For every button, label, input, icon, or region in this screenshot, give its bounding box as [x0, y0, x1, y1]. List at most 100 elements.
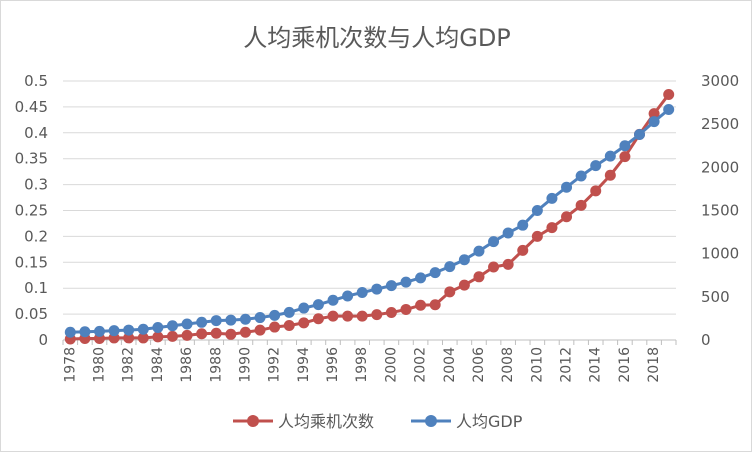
y-tick-label-right: 2000: [701, 158, 739, 176]
x-tick-label: 2014: [588, 347, 604, 383]
y-tick-label-left: 0.15: [15, 253, 48, 271]
data-point-series-1: [342, 310, 354, 322]
y-tick-label-right: 2500: [701, 115, 739, 133]
data-point-series-1: [254, 324, 266, 336]
x-tick-label: 2004: [442, 347, 458, 383]
data-point-series-2: [327, 294, 339, 306]
y-tick-label-left: 0.2: [24, 227, 48, 245]
data-point-series-1: [371, 309, 383, 321]
series-1: [64, 88, 675, 345]
data-point-series-2: [64, 326, 76, 338]
data-point-series-2: [196, 316, 208, 328]
data-point-series-1: [181, 329, 193, 341]
data-point-series-1: [663, 88, 675, 100]
x-tick-label: 2006: [471, 347, 487, 383]
x-tick-label: 1990: [237, 347, 253, 383]
data-point-series-1: [561, 211, 573, 223]
data-point-series-1: [298, 317, 310, 329]
data-point-series-1: [312, 313, 324, 325]
data-point-series-1: [648, 108, 660, 120]
x-tick-label: 2012: [559, 347, 575, 383]
data-point-series-2: [312, 299, 324, 311]
data-point-series-2: [546, 192, 558, 204]
data-point-series-2: [108, 325, 120, 337]
data-point-series-2: [283, 306, 295, 318]
x-tick-label: 1988: [208, 347, 224, 383]
data-point-series-2: [137, 323, 149, 335]
gridlines: [63, 80, 676, 315]
y-tick-label-left: 0.35: [15, 150, 48, 168]
data-point-series-2: [298, 302, 310, 314]
x-tick-label: 1980: [91, 347, 107, 383]
data-point-series-2: [575, 170, 587, 182]
data-point-series-2: [371, 283, 383, 295]
x-tick-label: 2008: [500, 347, 516, 383]
data-point-series-1: [604, 169, 616, 181]
data-point-series-1: [123, 332, 135, 344]
x-tick-label: 1986: [179, 347, 195, 383]
data-point-series-2: [152, 321, 164, 333]
data-point-series-2: [488, 236, 500, 248]
x-tick-label: 1984: [150, 347, 166, 383]
data-point-series-2: [123, 324, 135, 336]
data-point-series-2: [225, 314, 237, 326]
data-point-series-1: [458, 279, 470, 291]
data-point-series-2: [590, 160, 602, 172]
data-point-series-1: [385, 307, 397, 319]
data-point-series-2: [561, 181, 573, 193]
data-point-series-2: [210, 315, 222, 327]
x-tick-label: 2016: [617, 347, 633, 383]
data-point-series-2: [458, 254, 470, 266]
y-tick-label-left: 0.25: [15, 202, 48, 220]
y-tick-label-right: 3000: [701, 72, 739, 90]
data-point-series-2: [473, 245, 485, 257]
data-point-series-1: [546, 222, 558, 234]
data-point-series-2: [400, 276, 412, 288]
data-point-series-2: [444, 261, 456, 273]
data-point-series-2: [502, 227, 514, 239]
data-point-series-2: [181, 318, 193, 330]
series-2: [64, 103, 675, 338]
y-tick-label-left: 0: [38, 331, 48, 349]
data-point-series-2: [342, 290, 354, 302]
data-point-series-1: [575, 199, 587, 211]
data-point-series-1: [473, 271, 485, 283]
data-point-series-1: [429, 299, 441, 311]
data-point-series-1: [283, 319, 295, 331]
data-point-series-1: [210, 327, 222, 339]
data-point-series-1: [152, 331, 164, 343]
series-line-1: [70, 93, 670, 341]
data-point-series-2: [269, 309, 281, 321]
data-point-series-1: [444, 286, 456, 298]
data-point-series-2: [663, 103, 675, 115]
x-tick-label: 1992: [267, 347, 283, 383]
legend-label-series-1: 人均乘机次数: [278, 412, 374, 431]
y-tick-label-left: 0.1: [24, 279, 48, 297]
legend-marker-series-1: [247, 415, 259, 427]
data-point-series-2: [239, 313, 251, 325]
data-point-series-2: [385, 280, 397, 292]
data-point-series-2: [254, 312, 266, 324]
data-point-series-1: [356, 310, 368, 322]
data-point-series-2: [415, 272, 427, 284]
data-point-series-1: [196, 328, 208, 340]
y-tick-label-right: 0: [701, 331, 711, 349]
x-tick-label: 1998: [354, 347, 370, 383]
x-tick-label: 2000: [383, 347, 399, 383]
data-point-series-1: [502, 258, 514, 270]
data-point-series-1: [517, 244, 529, 256]
legend: 人均乘机次数 人均GDP: [233, 412, 523, 431]
data-point-series-2: [531, 205, 543, 216]
y-tick-label-left: 0.3: [24, 176, 48, 194]
x-tick-label: 2018: [646, 347, 662, 383]
data-point-series-2: [429, 267, 441, 279]
series-line-2: [70, 108, 670, 334]
data-point-series-2: [93, 325, 105, 337]
data-point-series-1: [488, 261, 500, 273]
x-tick-label: 1982: [121, 347, 137, 383]
data-point-series-1: [269, 321, 281, 333]
y-tick-label-right: 1000: [701, 245, 739, 263]
data-point-series-2: [619, 140, 631, 152]
